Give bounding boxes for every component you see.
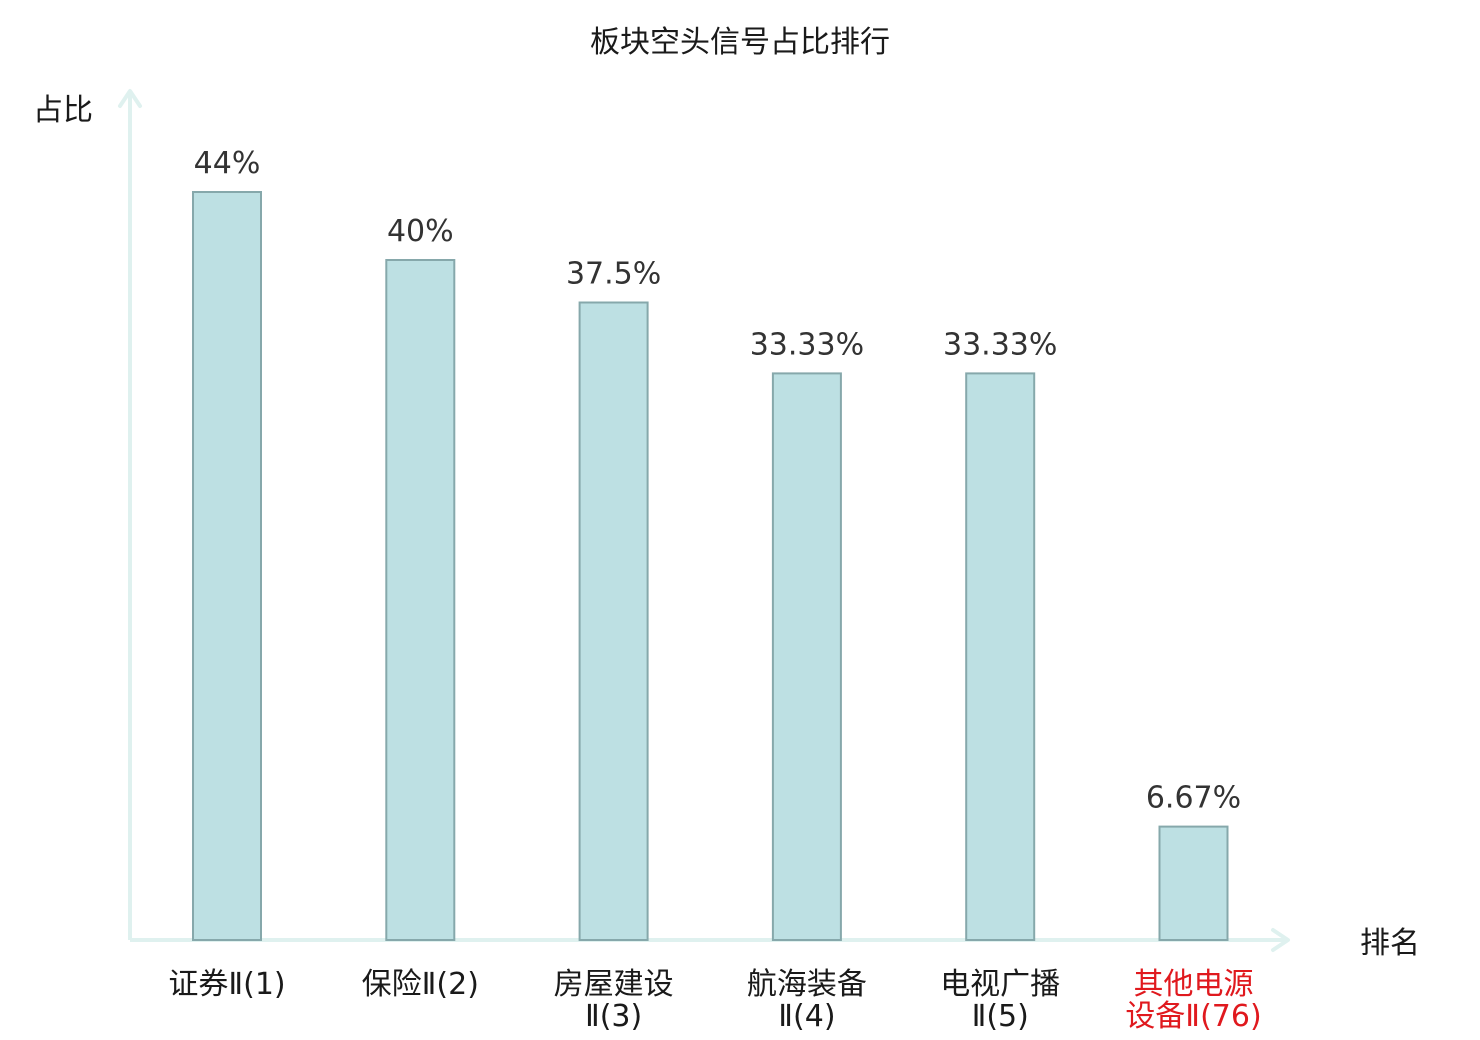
value-label-3: 37.5%	[566, 257, 661, 292]
category-label-line: Ⅱ(5)	[972, 999, 1029, 1034]
category-label-line: Ⅱ(4)	[778, 999, 835, 1034]
value-labels: 44% 40% 37.5% 33.33% 33.33% 6.67%	[194, 146, 1242, 816]
value-label-1: 44%	[194, 146, 261, 181]
bar-4	[771, 372, 842, 941]
category-label-4: 航海装备 Ⅱ(4)	[747, 967, 867, 1034]
category-labels: 证券Ⅱ(1) 保险Ⅱ(2) 房屋建设 Ⅱ(3) 航海装备 Ⅱ(4) 电视广播 Ⅱ(5) 其他电源…	[168, 967, 1261, 1034]
bars	[192, 191, 1229, 941]
category-label-line: 设备Ⅱ(76)	[1125, 999, 1261, 1034]
x-axis-arrow	[1271, 928, 1290, 952]
bar-3	[578, 301, 649, 941]
bar-6	[1158, 825, 1229, 941]
x-axis-label: 排名	[1360, 926, 1420, 961]
category-label-line: 其他电源	[1134, 967, 1254, 1002]
category-label-3: 房屋建设 Ⅱ(3)	[554, 967, 674, 1034]
axes	[118, 89, 1290, 952]
category-label-line: 房屋建设	[554, 967, 674, 1002]
y-axis-arrow	[118, 89, 142, 108]
category-label-1: 证券Ⅱ(1)	[168, 967, 285, 1002]
value-label-2: 40%	[387, 214, 454, 249]
bar-5	[965, 372, 1036, 941]
value-label-5: 33.33%	[943, 327, 1057, 362]
category-label-line: Ⅱ(3)	[585, 999, 642, 1034]
bar-1	[192, 191, 262, 941]
value-label-4: 33.33%	[750, 327, 864, 362]
category-label-6: 其他电源设备Ⅱ(76)	[1125, 967, 1261, 1034]
y-axis-label: 占比	[33, 93, 93, 128]
category-label-line: 证券Ⅱ(1)	[168, 967, 285, 1002]
bar-2	[385, 259, 456, 941]
category-label-5: 电视广播 Ⅱ(5)	[940, 967, 1060, 1034]
category-label-line: 电视广播	[940, 967, 1060, 1002]
category-label-2: 保险Ⅱ(2)	[362, 967, 479, 1002]
chart-title: 板块空头信号占比排行	[590, 25, 890, 60]
category-label-line: 保险Ⅱ(2)	[362, 967, 479, 1002]
category-label-line: 航海装备	[747, 967, 867, 1002]
value-label-6: 6.67%	[1146, 781, 1241, 816]
